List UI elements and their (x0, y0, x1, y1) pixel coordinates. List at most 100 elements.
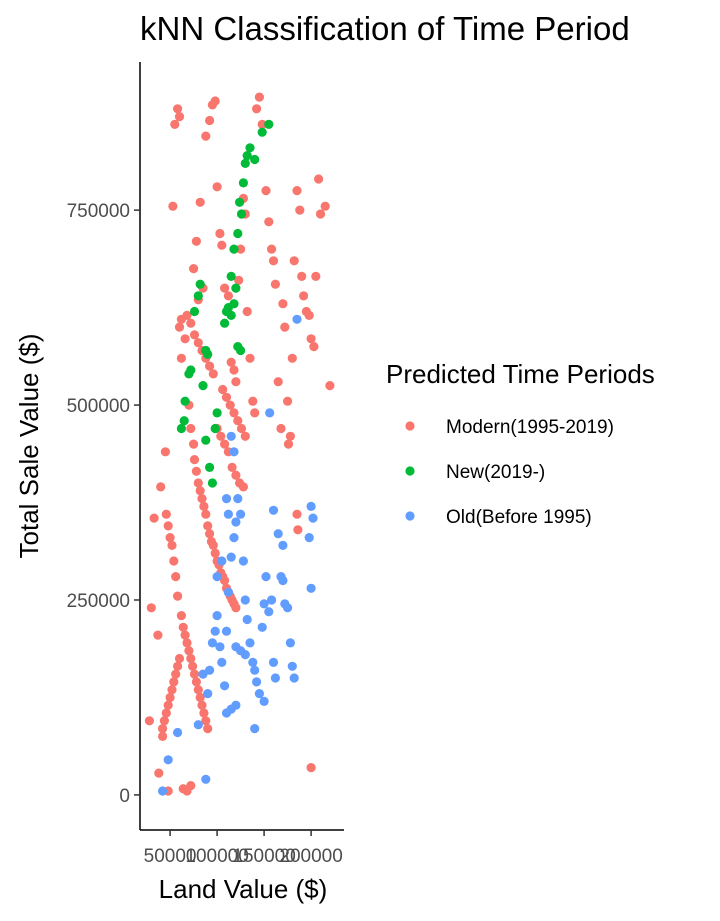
data-point (201, 774, 211, 784)
data-point (236, 209, 247, 219)
data-point (189, 439, 199, 449)
data-point (295, 205, 305, 215)
data-point (189, 306, 200, 317)
data-point (215, 228, 225, 239)
data-point (205, 361, 215, 371)
data-point (184, 646, 194, 656)
data-point (315, 209, 326, 219)
data-point (201, 716, 211, 726)
data-point (227, 462, 237, 472)
x-tick-label: 150000 (232, 846, 295, 867)
data-point (189, 330, 200, 340)
data-point (201, 435, 211, 445)
data-point (161, 509, 171, 519)
y-axis-title: Total Sale Value ($) (14, 334, 44, 559)
data-point (210, 626, 220, 636)
data-point (165, 533, 175, 543)
data-point (167, 540, 177, 551)
data-point (264, 607, 274, 617)
data-point (236, 423, 247, 434)
data-point (273, 529, 283, 539)
data-point (306, 334, 316, 344)
x-tick-label: 200000 (279, 846, 342, 867)
data-point (229, 244, 239, 254)
data-point (179, 416, 189, 426)
data-point (189, 669, 200, 679)
data-point (234, 275, 244, 285)
data-point (278, 299, 288, 309)
legend-title: Predicted Time Periods (386, 359, 655, 389)
data-point (220, 681, 230, 691)
data-point (153, 630, 163, 640)
data-point (240, 431, 250, 441)
data-point (226, 431, 236, 441)
y-tick-label: 750000 (67, 201, 130, 222)
data-point (186, 318, 196, 328)
data-point (191, 677, 201, 687)
data-point (176, 611, 186, 621)
data-point (149, 513, 159, 523)
data-point (226, 552, 236, 562)
data-point (235, 197, 245, 207)
data-point (169, 677, 179, 687)
data-point (163, 755, 173, 765)
data-point (236, 509, 246, 519)
data-point (173, 104, 183, 114)
data-point (231, 603, 241, 613)
data-point (225, 400, 235, 410)
data-point (229, 365, 239, 375)
data-point (158, 724, 168, 734)
data-point (293, 525, 303, 535)
data-point (197, 700, 207, 710)
data-point (186, 365, 196, 375)
data-point (287, 353, 297, 363)
data-point (171, 572, 181, 582)
data-point (188, 661, 198, 671)
data-point (193, 685, 203, 695)
x-tick-label: 50000 (144, 846, 197, 867)
data-point (311, 271, 321, 281)
data-point (306, 763, 316, 773)
data-point (165, 692, 175, 703)
data-point (205, 529, 215, 539)
data-point (212, 182, 222, 192)
data-point (229, 408, 239, 418)
data-point (229, 447, 239, 457)
data-point (283, 396, 293, 406)
data-point (173, 591, 183, 601)
data-point (156, 482, 166, 492)
data-point (212, 408, 222, 418)
data-point (261, 186, 271, 196)
data-point (168, 201, 178, 211)
data-point (189, 264, 199, 274)
series-2 (158, 314, 318, 796)
data-point (285, 431, 295, 441)
data-point (221, 494, 232, 504)
data-point (171, 669, 181, 679)
data-point (195, 692, 205, 703)
data-point (270, 279, 280, 289)
y-tick-label: 250000 (67, 591, 130, 612)
data-point (231, 517, 241, 527)
data-point (257, 119, 267, 129)
data-point (215, 642, 225, 652)
data-point (229, 533, 239, 543)
data-point (267, 595, 277, 605)
data-point (268, 256, 279, 266)
data-point (267, 244, 277, 254)
data-point (216, 431, 226, 441)
x-axis-title: Land Value ($) (159, 874, 328, 904)
data-point (264, 119, 274, 129)
data-point (320, 201, 330, 211)
data-point (257, 622, 267, 632)
data-point (259, 696, 269, 707)
data-point (170, 119, 180, 129)
data-point (238, 482, 248, 492)
data-point (217, 657, 227, 668)
data-point (285, 638, 295, 648)
data-point (273, 377, 283, 387)
series-1 (176, 119, 274, 488)
data-point (276, 423, 286, 434)
data-point (231, 700, 241, 710)
